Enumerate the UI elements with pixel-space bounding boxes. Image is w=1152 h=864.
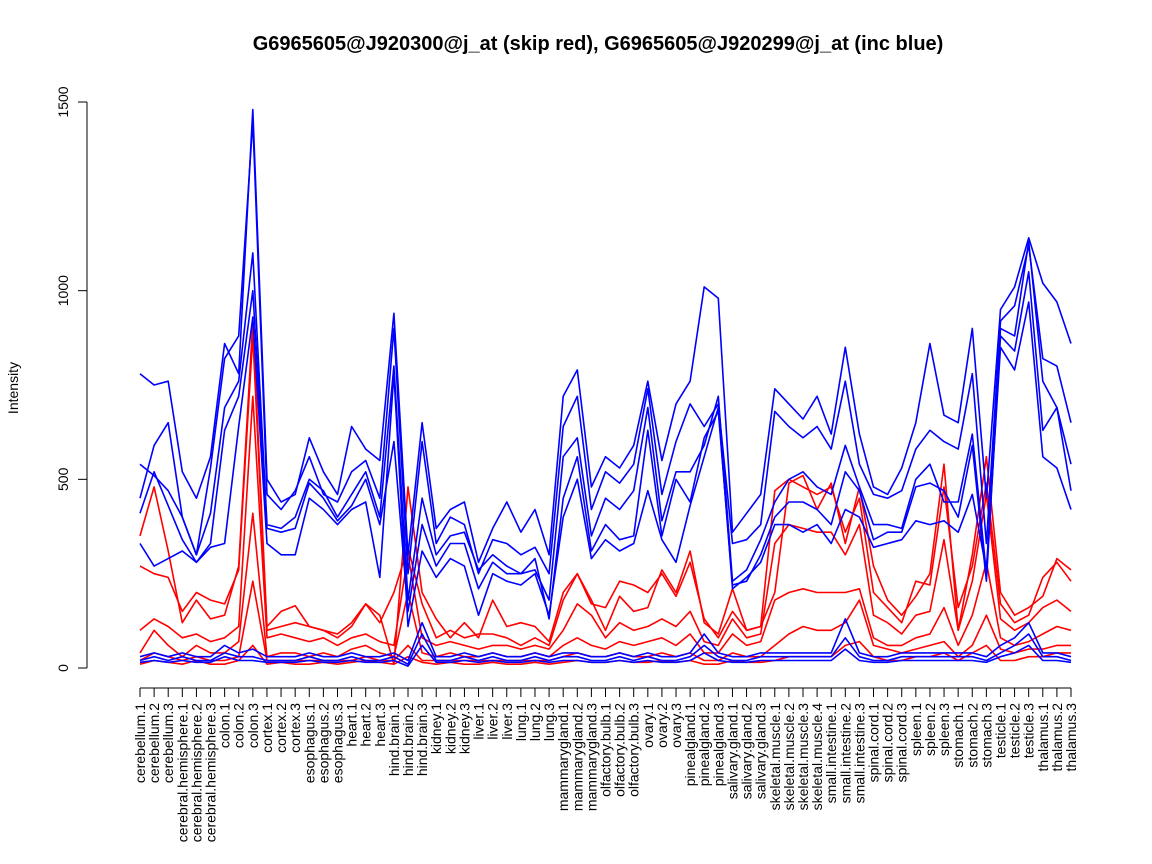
series-line-skip-2 [139,335,1072,647]
series-line-inc-2 [139,120,1072,575]
x-tick-label: esophagus.3 [329,703,345,783]
x-tick-label: hind.brain.2 [400,703,416,776]
x-tick-label: heart.3 [372,703,388,747]
x-tick-label: spinal.cord.1 [866,703,882,783]
x-tick-label: skeletal.muscle.4 [809,703,825,811]
y-axis-label: Intensity [5,362,21,414]
x-tick-label: spleen.1 [908,703,924,756]
chart-title: G6965605@J920300@j_at (skip red), G69656… [253,33,944,55]
x-tick-label: testicle.2 [1007,703,1023,758]
x-tick-label: stomach.1 [950,703,966,768]
y-tick-label: 1500 [55,86,71,117]
y-tick-label: 1000 [55,275,71,306]
series-line-inc-8 [139,644,1072,667]
x-tick-label: kidney.2 [442,703,458,754]
x-tick-label: heart.2 [358,703,374,747]
x-tick-label: salivary.gland.3 [753,703,769,799]
x-tick-label: cerebral.hemisphere.1 [174,703,190,843]
x-tick-label: ovary.1 [640,703,656,748]
x-tick-label: liver.1 [471,703,487,740]
x-tick-label: mammarygland.2 [569,703,585,811]
y-tick-label: 500 [55,467,71,491]
x-tick-label: cortex.3 [287,703,303,753]
x-tick-label: lung.2 [527,703,543,741]
x-tick-label: spleen.2 [922,703,938,756]
x-tick-label: small.intestine.2 [837,703,853,804]
series-line-inc-7 [139,633,1072,665]
x-tick-label: pinealgland.1 [682,703,698,787]
x-tick-label: small.intestine.1 [823,703,839,804]
x-tick-label: thalamus.1 [1035,703,1051,772]
series-line-skip-4 [139,512,1072,658]
x-tick-label: hind.brain.1 [386,703,402,776]
x-tick-label: pinealgland.3 [710,703,726,787]
x-tick-label: cerebellum.3 [160,703,176,783]
x-tick-label: testicle.3 [1021,703,1037,758]
x-tick-label: small.intestine.3 [851,703,867,804]
x-tick-label: olfactory.bulb.1 [598,703,614,797]
x-tick-label: colon.3 [245,703,261,748]
x-tick-label: liver.3 [499,703,515,740]
series-line-inc-5 [139,301,1072,628]
series-group [139,108,1072,667]
x-tick-label: liver.2 [485,703,501,740]
x-tick-label: spinal.cord.3 [894,703,910,783]
x-tick-label: pinealgland.2 [696,703,712,787]
x-tick-label: cerebral.hemisphere.3 [203,703,219,843]
x-tick-label: mammarygland.1 [555,703,571,811]
x-tick-label: colon.1 [217,703,233,748]
x-tick-label: esophagus.1 [301,703,317,783]
x-tick-label: kidney.3 [456,703,472,754]
x-tick-label: thalamus.2 [1049,703,1065,772]
x-tick-label: thalamus.3 [1063,703,1079,772]
x-tick-label: salivary.gland.2 [739,703,755,799]
x-tick-label: cerebral.hemisphere.2 [188,703,204,843]
x-tick-label: stomach.2 [964,703,980,768]
x-tick-label: heart.1 [344,703,360,747]
x-tick-label: cerebellum.1 [132,703,148,783]
series-line-inc-4 [139,271,1072,620]
x-tick-label: ovary.2 [654,703,670,748]
x-tick-label: cortex.1 [259,703,275,753]
x-tick-label: lung.1 [513,703,529,741]
x-tick-label: cortex.2 [273,703,289,753]
x-tick-label: skeletal.muscle.3 [795,703,811,811]
x-tick-label: spinal.cord.2 [880,703,896,783]
x-tick-label: kidney.1 [428,703,444,754]
x-tick-label: ovary.3 [668,703,684,748]
x-tick-label: mammarygland.3 [583,703,599,811]
x-tick-label: olfactory.bulb.2 [612,703,628,797]
x-tick-label: cerebellum.2 [146,703,162,783]
x-tick-label: skeletal.muscle.1 [767,703,783,811]
x-tick-label: colon.2 [231,703,247,748]
series-line-skip-3 [139,395,1072,650]
x-tick-label: skeletal.muscle.2 [781,703,797,811]
x-tick-label: lung.3 [541,703,557,741]
y-tick-label: 0 [55,664,71,672]
x-tick-label: stomach.3 [978,703,994,768]
series-line-inc-3 [139,240,1072,601]
series-line-skip-1 [139,320,1072,665]
x-tick-label: hind.brain.3 [414,703,430,776]
series-line-inc-6 [139,618,1072,662]
x-tick-label: esophagus.2 [315,703,331,783]
axes: 050010001500cerebellum.1cerebellum.2cere… [55,86,1079,842]
x-tick-label: testicle.1 [992,703,1008,758]
x-tick-label: spleen.3 [936,703,952,756]
x-tick-label: olfactory.bulb.3 [626,703,642,797]
series-line-inc-1 [139,108,1072,564]
x-tick-label: salivary.gland.1 [724,703,740,799]
